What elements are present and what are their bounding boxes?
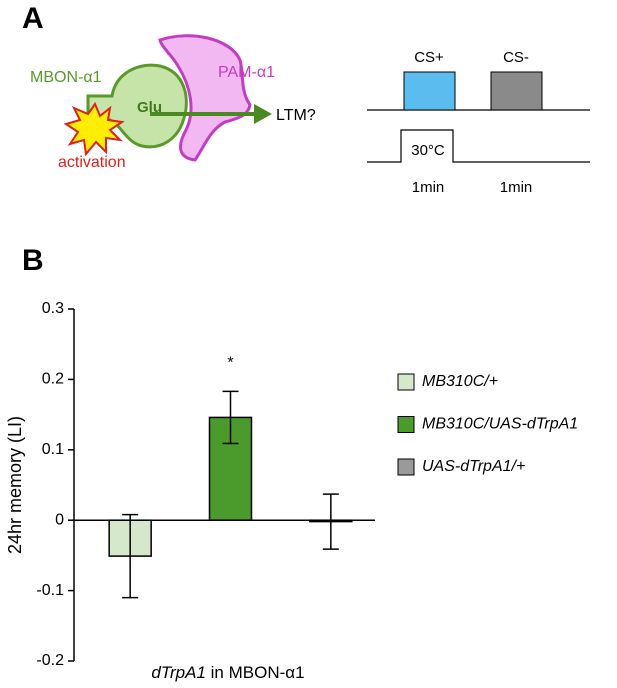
mbon-neuron: [86, 63, 188, 149]
legend-label: MB310C/UAS-dTrpA1: [422, 416, 578, 433]
pam-label: PAM-α1: [218, 64, 275, 81]
x-axis-label-rest: in MBON-α1: [211, 663, 305, 682]
y-tick-label: -0.2: [36, 652, 64, 669]
significance-marker: *: [227, 355, 233, 372]
legend-swatch: [397, 458, 415, 476]
mbon-label: MBON-α1: [30, 69, 102, 86]
glu-label: Glu: [137, 99, 162, 116]
cs-minus-label: CS-: [503, 49, 529, 66]
cs-plus-box: [403, 71, 456, 111]
legend-label: UAS-dTrpA1/+: [422, 458, 525, 475]
y-tick-label: 0.2: [42, 371, 64, 388]
temperature-trace: [367, 129, 590, 163]
duration-label: 1min: [412, 179, 445, 196]
y-tick-label: 0: [55, 511, 64, 528]
x-axis-label-italic: dTrpA1: [151, 663, 206, 682]
activation-label: activation: [58, 154, 126, 171]
panel-label: B: [22, 244, 44, 277]
ltm-label: LTM?: [276, 107, 316, 124]
y-tick-label: -0.1: [36, 582, 64, 599]
activation-burst: [63, 101, 125, 157]
legend-label: MB310C/+: [422, 373, 498, 390]
y-tick-label: 0.3: [42, 300, 64, 317]
pam-neuron: [158, 34, 252, 162]
duration-label: 1min: [500, 179, 533, 196]
x-axis-label: dTrpA1 in MBON-α1: [151, 663, 304, 682]
y-axis-label: 24hr memory (LI): [5, 416, 25, 554]
panel-label: A: [22, 2, 44, 35]
arrowhead: [254, 104, 272, 124]
legend-swatch: [397, 373, 415, 391]
legend-swatch: [397, 416, 415, 433]
temperature-label: 30°C: [411, 142, 445, 159]
cs-minus-box: [490, 71, 543, 111]
cs-plus-label: CS+: [414, 49, 444, 66]
y-tick-label: 0.1: [42, 441, 64, 458]
